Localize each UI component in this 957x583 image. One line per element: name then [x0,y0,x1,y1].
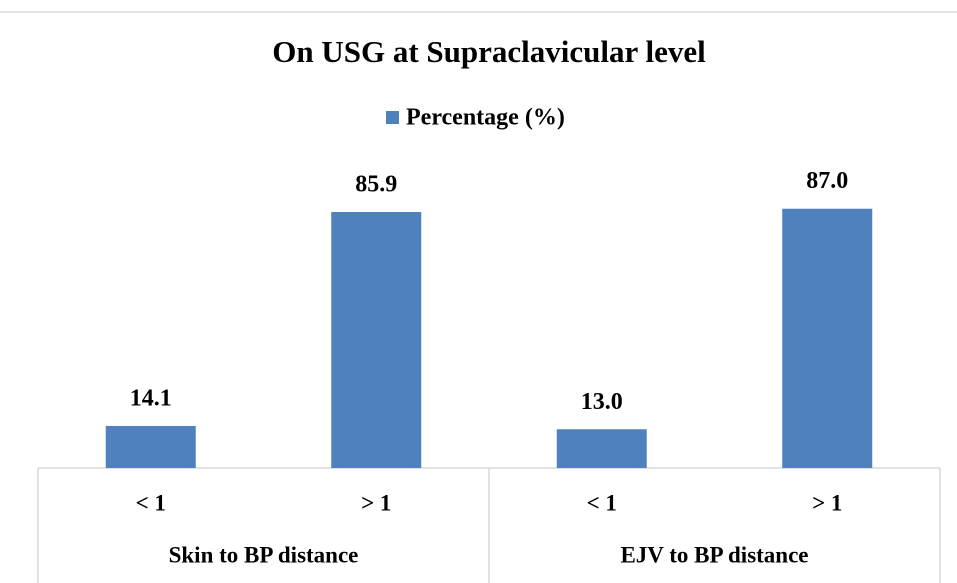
x-tick-label: < 1 [136,490,166,515]
legend-label: Percentage (%) [406,105,565,131]
bar [331,212,422,468]
value-label: 85.9 [355,172,397,198]
value-label: 87.0 [806,168,848,194]
group-label: Skin to BP distance [169,542,359,567]
x-tick-label: > 1 [812,490,842,515]
bar [105,425,196,468]
x-tick-label: < 1 [587,490,617,515]
bar [556,429,647,468]
x-tick-label: > 1 [361,490,391,515]
value-label: 14.1 [130,385,172,411]
legend-swatch [386,111,399,124]
bar [782,208,873,469]
value-label: 13.0 [581,389,623,415]
chart-title: On USG at Supraclavicular level [272,34,706,69]
group-label: EJV to BP distance [620,542,808,567]
